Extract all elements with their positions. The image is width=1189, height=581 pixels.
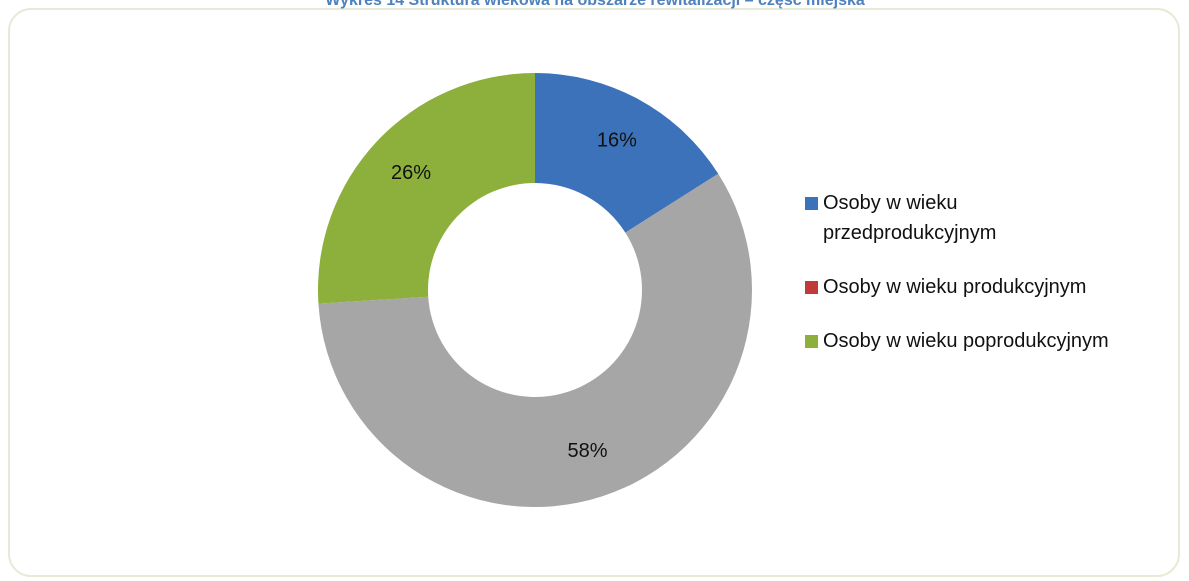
legend-swatch	[805, 335, 818, 348]
donut-slice	[318, 73, 535, 304]
legend-item: Osoby w wieku przedprodukcyjnym	[805, 188, 1177, 248]
data-label: 58%	[568, 440, 608, 462]
legend-label: Osoby w wieku produkcyjnym	[823, 276, 1087, 298]
chart-title: Wykres 14 Struktura wiekowa na obszarze …	[325, 0, 865, 9]
donut-slice	[318, 173, 752, 507]
legend-label: Osoby w wieku przedprodukcyjnym	[823, 192, 997, 244]
legend-swatch	[805, 281, 818, 294]
data-label: 16%	[597, 129, 637, 151]
legend: Osoby w wieku przedprodukcyjnym Osoby w w…	[805, 188, 1177, 380]
legend-label: Osoby w wieku poprodukcyjnym	[823, 330, 1109, 352]
donut-slice	[535, 73, 719, 233]
data-label: 26%	[391, 162, 431, 184]
legend-swatch	[805, 197, 818, 210]
chart-frame	[8, 8, 1180, 577]
legend-item: Osoby w wieku produkcyjnym	[805, 272, 1177, 302]
legend-item: Osoby w wieku poprodukcyjnym	[805, 326, 1177, 356]
